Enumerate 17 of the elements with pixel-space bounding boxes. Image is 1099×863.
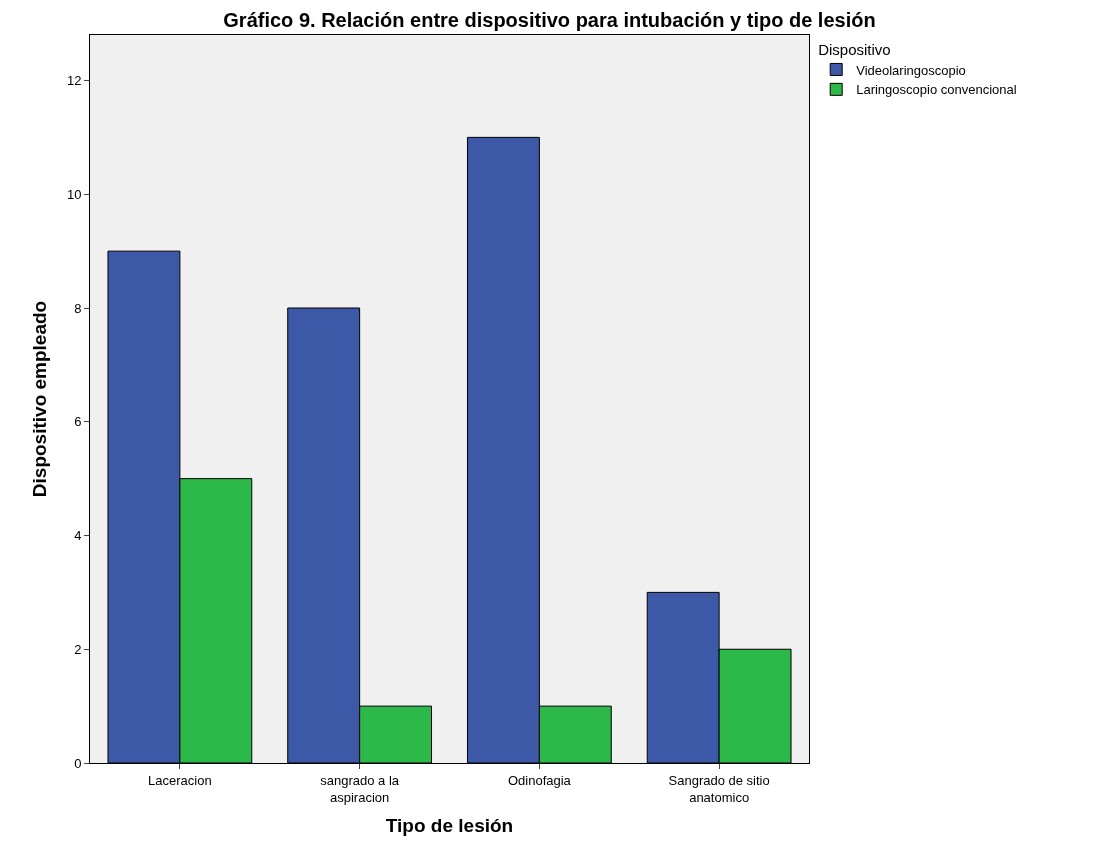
y-tick-label: 8 [74,300,82,316]
x-tick-label: Odinofagia [507,772,572,788]
x-axis-title: Tipo de lesión [385,815,514,837]
y-tick-label: 2 [74,641,82,657]
y-tick-label: 12 [66,73,82,89]
y-tick-label: 6 [74,414,82,430]
y-tick-label: 0 [74,755,82,771]
x-tick-label: Laceracion [148,772,212,788]
legend-label: Videolaringoscopio [856,62,966,78]
y-tick-label: 10 [66,186,82,202]
legend-title: Dispositivo [818,40,891,58]
y-tick-label: 4 [74,528,82,544]
x-tick-label: sangrado a la aspiracion [320,772,400,805]
chart-title: Gráfico 9. Relación entre dispositivo para intubación y tipo de lesión [223,8,876,31]
y-axis-title: Dispositivo empleado [28,300,50,498]
legend-label: Laringoscopio convencional [856,82,1017,98]
x-tick-label: Sangrado de sitio anatomico [668,772,770,805]
